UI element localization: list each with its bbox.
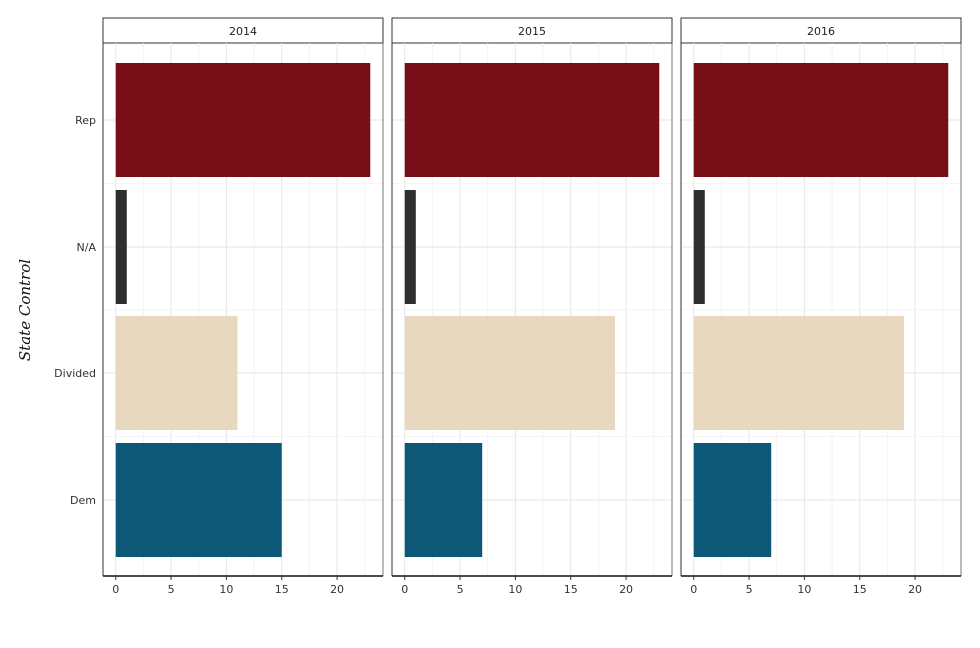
x-tick-label-20: 20 (330, 583, 344, 596)
bar-2014-n-a (115, 190, 127, 304)
bar-2014-rep (115, 63, 371, 177)
facet-panel-2015: 2015 0 5 10 15 20 (391, 17, 673, 596)
bar-2016-dem (693, 443, 772, 557)
x-tick-label-20: 20 (908, 583, 922, 596)
bar-2015-n-a (404, 190, 416, 304)
y-tick-labels: Rep N/A Divided Dem (54, 114, 96, 507)
facet-panel-2014: 2014 0 5 10 15 20 (102, 17, 384, 596)
bar-2015-dem (404, 443, 483, 557)
x-tick-label-10: 10 (219, 583, 233, 596)
facet-strip-label-2016: 2016 (807, 25, 835, 38)
facet-strip-2014 (102, 17, 384, 44)
x-tick-label-10: 10 (797, 583, 811, 596)
x-tick-label-20: 20 (619, 583, 633, 596)
x-tick-label-5: 5 (746, 583, 753, 596)
bar-2014-divided (115, 316, 238, 430)
y-tick-label-rep: Rep (75, 114, 96, 127)
x-tick-label-0: 0 (401, 583, 408, 596)
y-axis-title: State Control (16, 259, 34, 361)
bar-2016-n-a (693, 190, 705, 304)
bar-2015-rep (404, 63, 660, 177)
y-tick-label-dem: Dem (70, 494, 96, 507)
facet-panel-2016: 2016 0 5 10 15 20 (680, 17, 962, 596)
bar-2015-divided (404, 316, 616, 430)
facet-strip-label-2015: 2015 (518, 25, 546, 38)
y-tick-label-divided: Divided (54, 367, 96, 380)
bar-2016-rep (693, 63, 949, 177)
x-tick-label-10: 10 (508, 583, 522, 596)
x-tick-label-5: 5 (457, 583, 464, 596)
x-tick-label-5: 5 (168, 583, 175, 596)
bar-2016-divided (693, 316, 905, 430)
facet-panels: 2014 0 5 10 15 20 2015 0 5 10 15 20 2016 0 5 10 15 20 (102, 17, 962, 596)
y-tick-label-n-a: N/A (77, 241, 97, 254)
x-tick-label-15: 15 (275, 583, 289, 596)
x-tick-label-0: 0 (112, 583, 119, 596)
bar-2014-dem (115, 443, 282, 557)
facet-strip-2015 (391, 17, 673, 44)
x-tick-label-15: 15 (564, 583, 578, 596)
facet-strip-2016 (680, 17, 962, 44)
facet-strip-label-2014: 2014 (229, 25, 257, 38)
x-tick-label-15: 15 (853, 583, 867, 596)
x-tick-label-0: 0 (690, 583, 697, 596)
